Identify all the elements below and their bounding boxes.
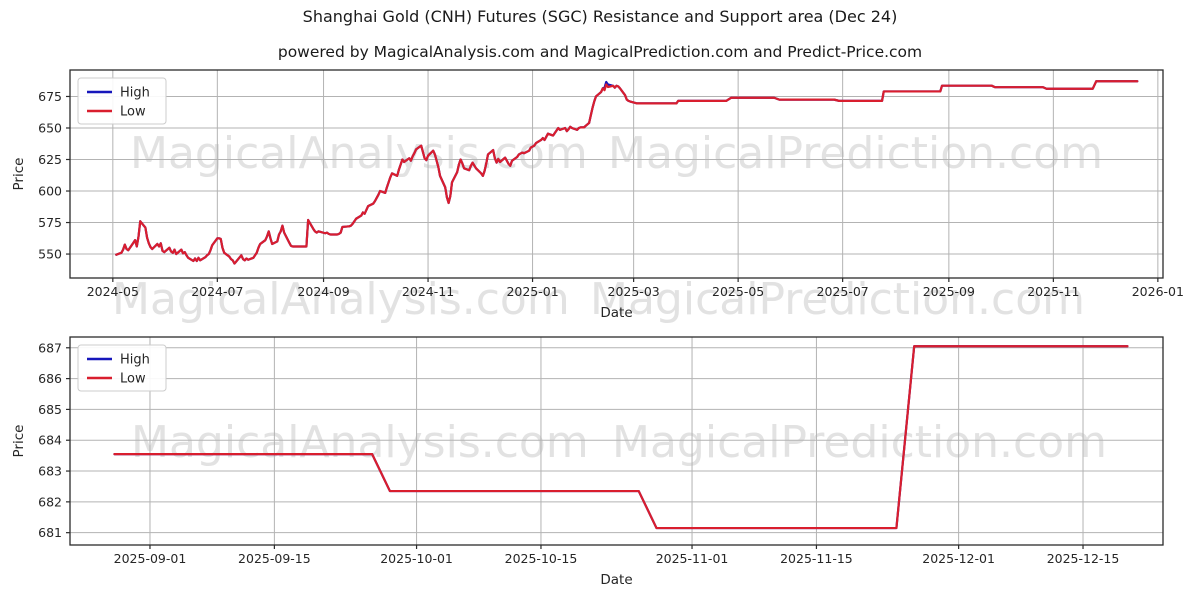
x-tick-label: 2024-09: [297, 284, 349, 299]
y-tick-label: 675: [38, 89, 62, 104]
watermark-text: MagicalAnalysis.com: [130, 128, 588, 179]
x-tick-label: 2025-11: [1027, 284, 1079, 299]
y-tick-label: 575: [38, 215, 62, 230]
watermark-text: MagicalPrediction.com: [612, 417, 1107, 468]
legend-label-high: High: [120, 86, 150, 101]
legend-label-low: Low: [120, 105, 146, 120]
x-tick-label: 2026-01: [1132, 284, 1184, 299]
x-tick-label: 2025-07: [817, 284, 869, 299]
y-tick-label: 685: [38, 402, 62, 417]
axes-frame: [69, 69, 1164, 279]
legend-label-high: High: [120, 353, 150, 368]
watermark-row-bottom: MagicalAnalysis.com MagicalPrediction.co…: [0, 419, 1200, 467]
x-tick-label: 2025-01: [506, 284, 558, 299]
axes-frame: [69, 336, 1164, 546]
x-tick-label: 2025-09-15: [238, 551, 311, 566]
high-line: [113, 345, 1129, 530]
legend: High Low: [77, 344, 167, 392]
y-tick-label: 550: [38, 247, 62, 262]
x-axis-label: Date: [600, 572, 632, 588]
x-tick-label: 2025-05: [712, 284, 764, 299]
chart-subtitle: powered by MagicalAnalysis.com and Magic…: [277, 43, 923, 61]
legend-box: [77, 344, 167, 392]
x-tick-label: 2024-11: [402, 284, 454, 299]
x-tick-label: 2025-03: [608, 284, 660, 299]
legend-box: [77, 77, 167, 125]
y-tick-label: 684: [38, 433, 62, 448]
x-tick-label: 2025-10-01: [380, 551, 453, 566]
watermark-text: MagicalAnalysis.com: [112, 274, 570, 325]
y-tick-label: 682: [38, 494, 62, 509]
low-line: [115, 80, 1139, 265]
y-tick-label: 600: [38, 184, 62, 199]
x-tick-label: 2025-12-01: [922, 551, 995, 566]
watermark-text: MagicalPrediction.com: [590, 274, 1085, 325]
watermark-row-top: MagicalAnalysis.com MagicalPrediction.co…: [0, 130, 1200, 178]
y-tick-label: 687: [38, 340, 62, 355]
low-line: [113, 345, 1129, 530]
watermark-text: MagicalPrediction.com: [608, 128, 1103, 179]
x-tick-label: 2025-11-15: [780, 551, 853, 566]
y-axis-label: Price: [11, 425, 27, 458]
y-tick-label: 683: [38, 464, 62, 479]
price-chart-bottom: 2025-09-01 2025-09-15 2025-10-01 2025-10-15…: [11, 336, 1164, 588]
legend: High Low: [77, 77, 167, 125]
x-tick-label: 2025-09-01: [114, 551, 187, 566]
watermark-text: MagicalAnalysis.com: [131, 417, 589, 468]
watermark-row-middle: MagicalAnalysis.com MagicalPrediction.co…: [0, 276, 1200, 324]
x-tick-label: 2024-07: [191, 284, 243, 299]
y-tick-label: 650: [38, 120, 62, 135]
x-tick-label: 2025-12-15: [1047, 551, 1120, 566]
y-tick-label: 681: [38, 525, 62, 540]
x-tick-label: 2025-09: [923, 284, 975, 299]
x-tick-label: 2024-05: [87, 284, 139, 299]
y-axis-label: Price: [11, 158, 27, 191]
y-tick-label: 686: [38, 371, 62, 386]
price-chart-top: 2024-05 2024-07 2024-09 2024-11 2025-01 2025-…: [11, 69, 1184, 321]
x-tick-label: 2025-11-01: [656, 551, 729, 566]
legend-label-low: Low: [120, 372, 146, 387]
y-tick-label: 625: [38, 152, 62, 167]
x-axis-label: Date: [600, 305, 632, 321]
x-tick-label: 2025-10-15: [505, 551, 578, 566]
chart-title: Shanghai Gold (CNH) Futures (SGC) Resist…: [302, 7, 898, 26]
